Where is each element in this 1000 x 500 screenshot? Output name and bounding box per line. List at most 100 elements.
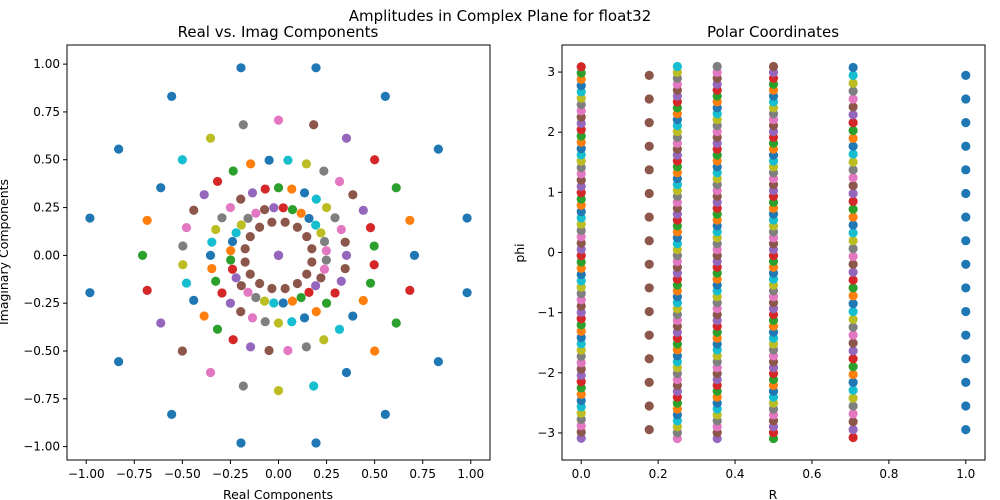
amplitude-point bbox=[321, 255, 331, 265]
amplitude-point bbox=[236, 438, 246, 448]
amplitude-point bbox=[142, 285, 152, 295]
polar-point bbox=[644, 94, 654, 104]
polar-point bbox=[576, 99, 586, 110]
polar-point bbox=[848, 362, 858, 372]
amplitude-point bbox=[251, 208, 261, 218]
amplitude-point bbox=[226, 246, 236, 256]
amplitude-point bbox=[391, 183, 401, 193]
y-tick-label: 2 bbox=[547, 125, 555, 139]
polar-point bbox=[961, 377, 971, 388]
amplitude-point bbox=[205, 133, 216, 143]
polar-point bbox=[848, 417, 858, 427]
polar-point bbox=[576, 383, 586, 393]
polar-point bbox=[576, 408, 586, 418]
polar-point bbox=[576, 263, 586, 273]
amplitude-point bbox=[321, 246, 331, 256]
amplitude-point bbox=[334, 324, 345, 334]
polar-point bbox=[848, 62, 858, 73]
polar-point bbox=[848, 401, 858, 411]
polar-point bbox=[848, 322, 858, 332]
amplitude-point bbox=[207, 237, 217, 247]
polar-point bbox=[576, 175, 586, 185]
amplitude-point bbox=[311, 63, 321, 73]
polar-point bbox=[961, 425, 971, 435]
polar-point bbox=[576, 194, 586, 204]
polar-point bbox=[644, 165, 654, 175]
polar-point bbox=[576, 326, 586, 336]
amplitude-point bbox=[267, 217, 277, 227]
polar-point bbox=[576, 219, 586, 229]
polar-point bbox=[848, 157, 858, 167]
amplitude-point bbox=[319, 264, 330, 274]
polar-point bbox=[848, 275, 858, 285]
amplitude-point bbox=[283, 345, 293, 356]
polar-point bbox=[576, 213, 586, 223]
amplitude-point bbox=[307, 244, 317, 254]
amplitude-point bbox=[311, 281, 321, 291]
polar-point bbox=[961, 188, 971, 199]
amplitude-point bbox=[259, 296, 270, 306]
complex-plane-chart: Real vs. Imag Components −1.00 −0.75 −0.50… bbox=[0, 23, 491, 500]
polar-point bbox=[848, 283, 858, 293]
amplitude-point bbox=[260, 184, 270, 194]
polar-point bbox=[672, 61, 682, 72]
polar-point bbox=[644, 236, 654, 246]
amplitude-point bbox=[433, 357, 443, 367]
amplitude-point bbox=[302, 231, 312, 242]
amplitude-point bbox=[178, 260, 188, 270]
polar-point bbox=[576, 345, 586, 355]
amplitude-point bbox=[273, 250, 284, 260]
y-tick-label: −0.25 bbox=[23, 296, 60, 310]
polar-point bbox=[848, 94, 858, 104]
polar-point bbox=[848, 314, 858, 325]
polar-point bbox=[848, 110, 858, 120]
x-tick-label: 0.00 bbox=[265, 467, 292, 481]
polar-point bbox=[712, 61, 722, 72]
polar-point bbox=[848, 86, 858, 96]
figure-title: Amplitudes in Complex Plane for float32 bbox=[348, 7, 652, 25]
amplitude-point bbox=[189, 205, 199, 215]
right-points-layer bbox=[576, 61, 971, 444]
polar-point bbox=[848, 432, 858, 443]
polar-point bbox=[576, 181, 586, 191]
left-y-axis: −1.00 −0.75 −0.50 −0.25 0.00 0.25 0.50 0.75 1.00 bbox=[23, 57, 67, 454]
polar-point bbox=[644, 354, 654, 364]
y-tick-label: −1 bbox=[537, 306, 555, 320]
amplitude-point bbox=[370, 346, 380, 356]
polar-point bbox=[576, 377, 586, 387]
x-tick-label: 0.6 bbox=[802, 467, 821, 481]
amplitude-point bbox=[309, 120, 319, 130]
polar-point bbox=[961, 259, 971, 269]
amplitude-point bbox=[307, 257, 317, 267]
polar-point bbox=[576, 433, 586, 443]
polar-point bbox=[576, 257, 586, 267]
polar-point bbox=[848, 133, 858, 143]
amplitude-point bbox=[287, 205, 298, 215]
amplitude-point bbox=[405, 215, 415, 225]
y-tick-label: 1 bbox=[547, 185, 555, 199]
polar-point bbox=[848, 220, 858, 230]
x-tick-label: 0.4 bbox=[725, 467, 744, 481]
polar-point bbox=[961, 401, 971, 411]
amplitude-point bbox=[212, 176, 223, 187]
polar-point bbox=[576, 62, 586, 72]
amplitude-point bbox=[409, 250, 420, 260]
amplitude-point bbox=[236, 306, 246, 317]
amplitude-point bbox=[228, 166, 238, 176]
polar-point bbox=[644, 306, 654, 317]
amplitude-point bbox=[304, 287, 314, 297]
polar-point bbox=[848, 236, 858, 246]
polar-point bbox=[848, 393, 858, 403]
polar-point bbox=[848, 330, 858, 340]
amplitude-point bbox=[341, 133, 352, 143]
polar-point bbox=[644, 212, 654, 222]
polar-point bbox=[576, 251, 586, 261]
amplitude-point bbox=[391, 318, 401, 328]
amplitude-point bbox=[405, 285, 415, 295]
x-tick-label: 0.50 bbox=[361, 467, 388, 481]
amplitude-point bbox=[85, 213, 95, 223]
polar-point bbox=[644, 141, 654, 151]
amplitude-point bbox=[243, 287, 253, 297]
polar-point bbox=[644, 425, 654, 435]
left-y-axis-label: Imaginary Components bbox=[0, 179, 11, 325]
